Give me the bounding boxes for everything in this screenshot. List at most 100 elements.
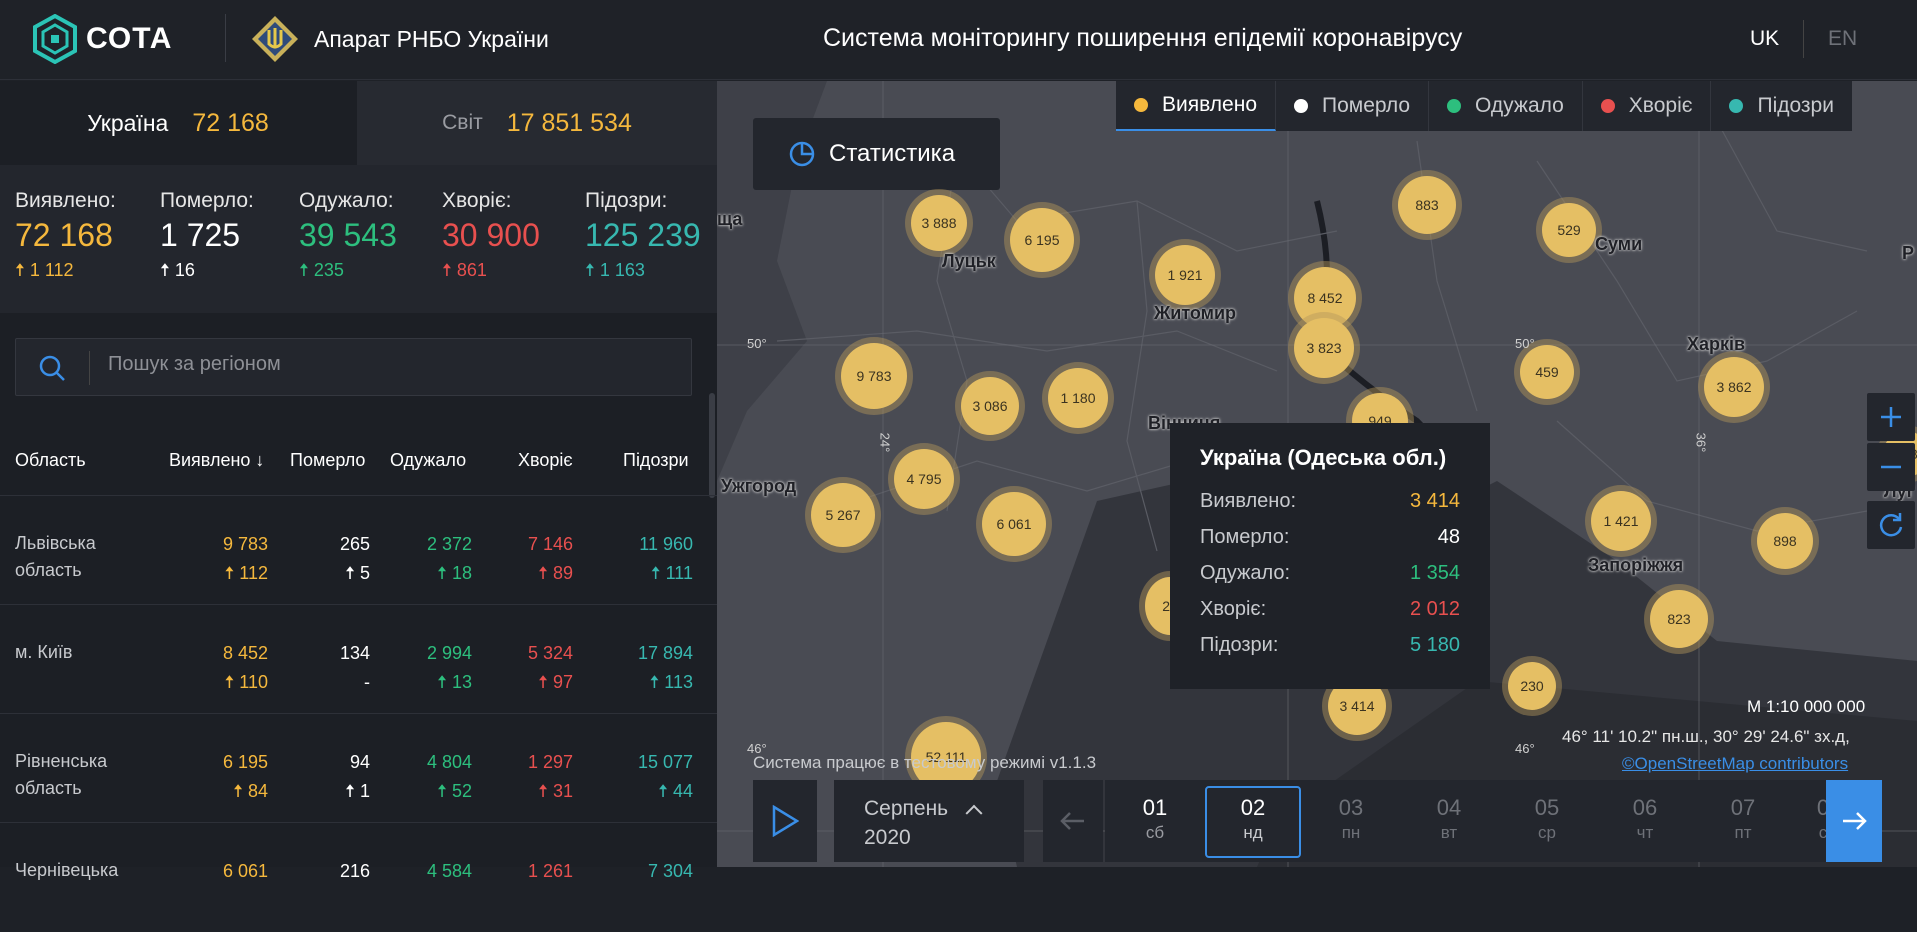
search-input[interactable]	[108, 353, 668, 376]
day-item[interactable]: 01 сб	[1142, 795, 1168, 842]
refresh-icon	[1879, 513, 1903, 537]
map-cluster[interactable]: 883	[1398, 176, 1456, 234]
dot-icon	[1447, 99, 1462, 113]
minus-icon	[1881, 465, 1901, 469]
region-name: м. Київ	[15, 642, 73, 662]
cell-suspected: 17 894 🠅 113	[637, 643, 693, 692]
map[interactable]: Виявлено Померло Одужало Хворіє Підозри …	[717, 81, 1917, 867]
stat-deaths: Померло: 1 725 🠅 16	[160, 189, 254, 288]
cell-sick: 7 146 🠅 89	[527, 534, 573, 583]
map-cluster[interactable]: 459	[1520, 345, 1574, 399]
cell-deaths: 134-	[339, 643, 370, 692]
legend-suspected[interactable]: Підозри	[1711, 81, 1852, 131]
city-label: Житомир	[1154, 303, 1237, 323]
osm-attribution-link[interactable]: ©OpenStreetMap contributors	[1622, 754, 1849, 773]
map-cluster[interactable]: 3 862	[1704, 357, 1764, 417]
grid-label: 46°	[747, 741, 767, 756]
table-row[interactable]: м. Київ 8 452 🠅 110 134- 2 994 🠅 13 5 324 🠅…	[0, 606, 717, 714]
col-region[interactable]: Область	[15, 450, 86, 470]
top-bar: СОТА Апарат РНБО України Система монітор…	[0, 0, 1917, 80]
tab-world[interactable]: Світ 17 851 534	[357, 81, 717, 165]
map-cluster[interactable]: 1 180	[1048, 368, 1108, 428]
city-label: Запоріжжя	[1588, 555, 1684, 575]
legend-recovered[interactable]: Одужало	[1429, 81, 1583, 131]
day-item[interactable]: 07 пт	[1730, 795, 1756, 842]
prev-day-button[interactable]	[1043, 780, 1103, 862]
header-divider	[225, 14, 226, 62]
map-cluster[interactable]: 3 888	[911, 195, 967, 251]
city-label: ща	[717, 209, 743, 229]
stat-label: Виявлено:	[15, 189, 116, 212]
map-cluster[interactable]: 3 823	[1294, 318, 1354, 378]
cell-suspected: 11 960 🠅 111	[639, 534, 693, 583]
zoom-out-button[interactable]	[1867, 443, 1915, 491]
cell-confirmed: 8 452 🠅 110	[222, 643, 268, 692]
search-icon	[39, 355, 65, 381]
lang-uk-link[interactable]: UK	[1750, 27, 1780, 50]
month-selector[interactable]: Серпень 2020	[834, 780, 1024, 862]
map-cluster[interactable]: 898	[1757, 513, 1813, 569]
table-row[interactable]: Чернівецька 6 061 216 4 584 1 261 7 304	[0, 824, 717, 932]
legend-deaths[interactable]: Померло	[1276, 81, 1430, 131]
col-deaths[interactable]: Померло	[290, 450, 366, 470]
day-item[interactable]: 03 пн	[1338, 795, 1364, 842]
day-item-selected[interactable]: 02 нд	[1205, 786, 1301, 858]
tooltip-row: Виявлено: 3 414	[1200, 490, 1460, 512]
month-label: Серпень	[864, 794, 1024, 823]
col-sick[interactable]: Хворіє	[518, 450, 573, 470]
map-cluster[interactable]: 1 921	[1155, 245, 1215, 305]
map-cluster[interactable]: 6 061	[982, 492, 1046, 556]
search-divider	[89, 351, 90, 385]
legend-sick[interactable]: Хворіє	[1583, 81, 1712, 131]
play-button[interactable]	[753, 780, 817, 862]
cell-recovered: 2 994 🠅 13	[426, 643, 472, 692]
col-recovered[interactable]: Одужало	[390, 450, 467, 470]
tab-ukraine-label: Україна	[87, 109, 169, 136]
map-cluster[interactable]: 529	[1542, 203, 1596, 257]
map-cluster[interactable]: 230	[1508, 662, 1556, 710]
table-row[interactable]: Львівська область 9 783 🠅 112 265 🠅 5 2 37…	[0, 497, 717, 605]
next-day-button[interactable]	[1826, 780, 1882, 862]
grid-label: 46°	[1515, 741, 1535, 756]
map-cluster[interactable]: 5 267	[811, 483, 875, 547]
map-cluster[interactable]: 4 795	[894, 449, 954, 509]
city-label: Ужгород	[721, 476, 797, 496]
map-cluster[interactable]: 6 195	[1010, 208, 1074, 272]
legend-confirmed[interactable]: Виявлено	[1116, 81, 1276, 131]
region-search[interactable]	[15, 338, 692, 396]
map-cluster[interactable]: 3 086	[961, 377, 1019, 435]
day-item[interactable]: 06 чт	[1632, 795, 1658, 842]
sota-logo[interactable]: СОТА	[32, 14, 172, 64]
day-item[interactable]: 05 ср	[1534, 795, 1560, 842]
map-legend: Виявлено Померло Одужало Хворіє Підозри	[1116, 81, 1852, 131]
dot-icon	[1294, 99, 1308, 113]
city-label: Луцьк	[942, 251, 996, 271]
tab-ukraine[interactable]: Україна 72 168	[0, 81, 356, 165]
stat-confirmed: Виявлено: 72 168 🠅 1 112	[15, 189, 116, 288]
col-confirmed[interactable]: Виявлено ↓	[169, 450, 265, 470]
zoom-in-button[interactable]	[1867, 393, 1915, 441]
sidebar-scrollbar[interactable]	[709, 393, 715, 498]
plus-icon	[1881, 407, 1901, 427]
logo-text: СОТА	[86, 22, 173, 55]
stat-delta: 🠅 1 163	[585, 260, 645, 280]
cell-suspected: 7 304	[647, 861, 693, 881]
day-item[interactable]: 04 вт	[1436, 795, 1462, 842]
statistics-button[interactable]: Статистика	[753, 118, 1000, 190]
col-suspected[interactable]: Підозри	[623, 450, 689, 470]
table-row[interactable]: Рівненська область 6 195 🠅 84 94 🠅 1 4 804…	[0, 715, 717, 823]
reset-view-button[interactable]	[1867, 501, 1915, 549]
lang-en-link[interactable]: EN	[1828, 27, 1858, 50]
city-label: Харків	[1687, 334, 1746, 354]
map-cluster[interactable]: 1 421	[1591, 491, 1651, 551]
tab-world-label: Світ	[442, 111, 483, 134]
cell-sick: 1 297 🠅 31	[527, 752, 573, 801]
map-cluster[interactable]: 9 783	[841, 343, 907, 409]
rnbo-emblem-icon	[252, 16, 298, 62]
cell-deaths: 265 🠅 5	[339, 534, 370, 583]
cell-confirmed: 6 061	[222, 861, 268, 881]
tooltip-row: Хворіє: 2 012	[1200, 598, 1460, 620]
region-name: Чернівецька	[15, 860, 119, 880]
map-cluster[interactable]: 823	[1650, 590, 1708, 648]
stat-delta: 🠅 1 112	[15, 260, 74, 280]
